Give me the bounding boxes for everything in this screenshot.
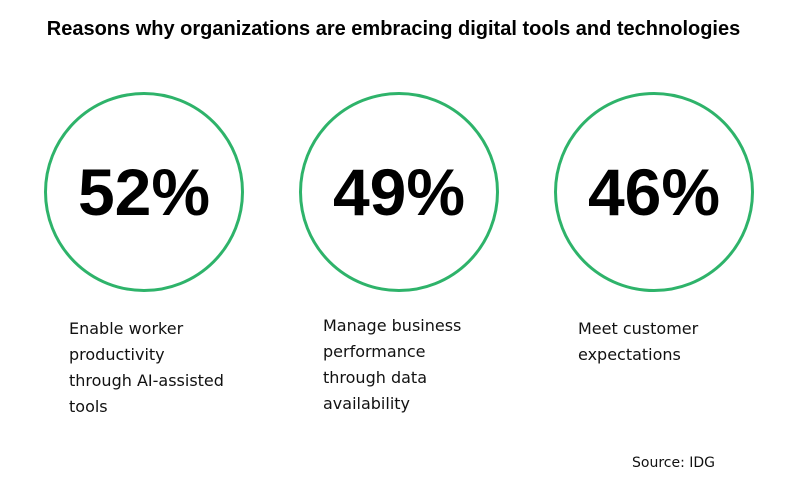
description-line: Meet customer <box>578 319 699 338</box>
stat-value: 46% <box>587 155 721 229</box>
description-line: expectations <box>578 345 681 364</box>
stat-description: Manage business performance through data… <box>323 313 523 417</box>
description-line: Enable worker <box>69 319 184 338</box>
stat-circle: 46% <box>554 92 754 292</box>
source-note: Source: IDG <box>632 455 716 471</box>
stat-circle: 52% <box>44 92 244 292</box>
stat-circle: 49% <box>299 92 499 292</box>
stat-description: Meet customer expectations <box>578 316 778 368</box>
description-line: productivity <box>69 345 165 364</box>
description-line: through data <box>323 368 427 387</box>
chart-title: Reasons why organizations are embracing … <box>46 18 741 40</box>
description-line: Manage business <box>323 316 462 335</box>
stat-value: 52% <box>77 155 211 229</box>
stat-value: 49% <box>332 155 466 229</box>
description-line: availability <box>323 394 411 413</box>
description-line: tools <box>69 397 108 416</box>
stat-description: Enable worker productivity through AI-as… <box>69 316 269 420</box>
description-line: through AI-assisted <box>69 371 224 390</box>
description-line: performance <box>323 342 426 361</box>
